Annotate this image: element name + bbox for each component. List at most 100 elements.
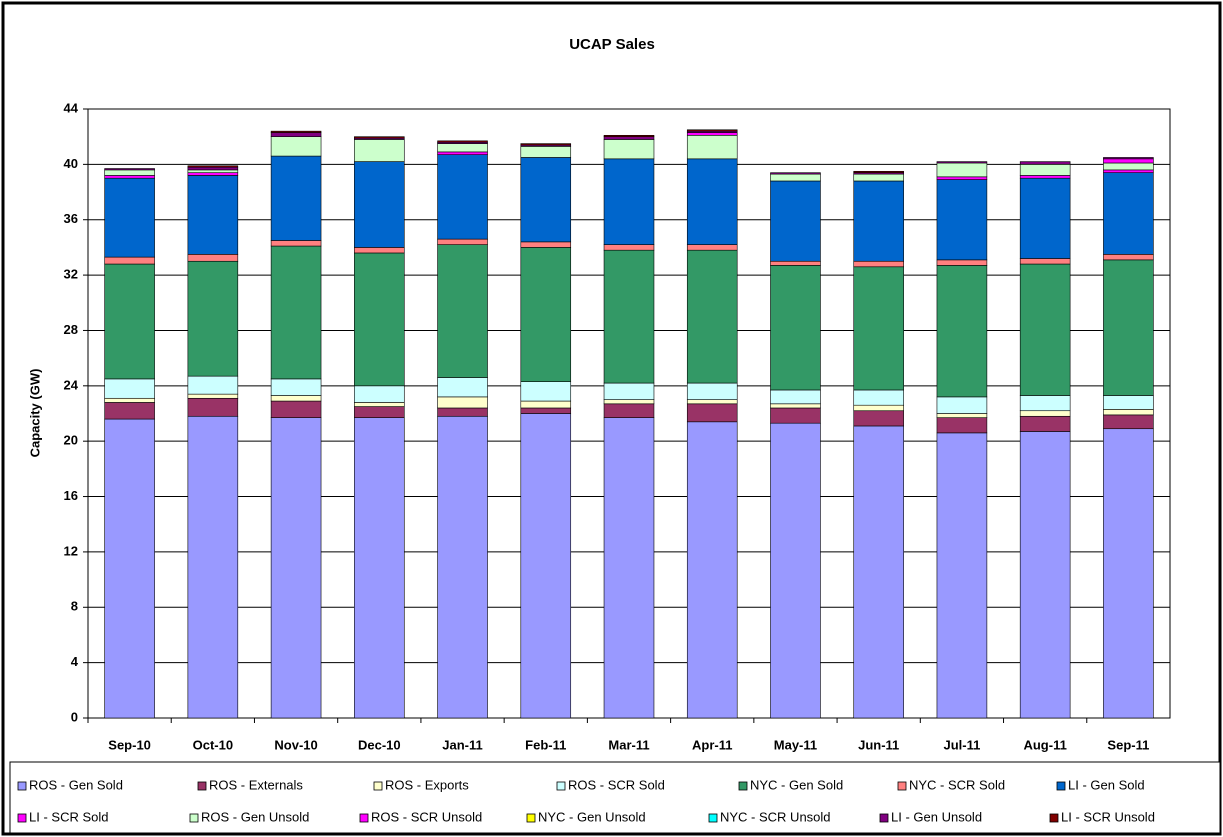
bar-segment <box>187 415 239 719</box>
bar-segment <box>1103 254 1154 261</box>
bar-segment <box>104 169 155 176</box>
bar-segment <box>603 139 655 160</box>
bar-segment <box>270 136 322 157</box>
y-tick-label: 44 <box>64 100 79 115</box>
bar-segment <box>936 396 988 414</box>
legend-label: LI - Gen Sold <box>1068 777 1145 792</box>
legend-swatch <box>879 813 889 823</box>
bar-segment <box>603 382 655 400</box>
y-tick-label: 40 <box>64 156 78 171</box>
bar-segment <box>1103 395 1154 410</box>
bar-segment <box>686 249 738 384</box>
bar-segment <box>437 140 488 143</box>
bar-segment <box>603 249 655 384</box>
bar-segment <box>270 132 322 137</box>
bar-segment <box>1103 162 1154 171</box>
legend-label: NYC - SCR Unsold <box>720 809 831 824</box>
y-tick-label: 28 <box>64 322 78 337</box>
bar-segment <box>270 395 322 402</box>
bar-segment <box>1103 157 1154 160</box>
bar-segment <box>936 162 988 178</box>
bar-segment <box>853 260 904 268</box>
legend-label: NYC - Gen Unsold <box>538 809 646 824</box>
bar-segment <box>520 247 572 382</box>
legend-swatch <box>1056 781 1066 791</box>
legend-label: ROS - SCR Unsold <box>371 809 482 824</box>
bar-segment <box>354 136 405 139</box>
bar-segment <box>686 421 738 719</box>
y-tick-label: 8 <box>71 599 78 614</box>
bar-segment <box>354 402 405 407</box>
legend-swatch <box>738 781 748 791</box>
bar-segment <box>520 241 572 248</box>
bar-segment <box>770 260 821 266</box>
bar-segment <box>270 245 322 380</box>
bar-segment <box>1019 161 1071 165</box>
bar-segment <box>853 266 904 391</box>
legend-swatch <box>189 813 199 823</box>
bar-segment <box>437 154 488 240</box>
bar-segment <box>603 158 655 245</box>
legend-label: NYC - Gen Sold <box>750 777 843 792</box>
bar-segment <box>520 413 572 719</box>
bar-segment <box>1019 395 1071 412</box>
x-tick-label: Sep-10 <box>108 737 151 752</box>
bar-segment <box>270 130 322 133</box>
bar-segment <box>1019 415 1071 432</box>
bar-segment <box>1019 410 1071 417</box>
bar-segment <box>603 244 655 251</box>
bar-segment <box>1103 158 1154 164</box>
chart-title: UCAP Sales <box>569 36 655 53</box>
bar-segment <box>686 403 738 423</box>
legend-label: LI - SCR Sold <box>29 809 108 824</box>
legend-label: ROS - Gen Unsold <box>201 809 309 824</box>
legend-swatch <box>17 813 27 823</box>
bar-segment <box>187 172 239 176</box>
x-tick-label: Feb-11 <box>525 737 566 752</box>
legend-label: ROS - SCR Sold <box>568 777 665 792</box>
legend-box <box>9 761 1221 834</box>
x-tick-label: Oct-10 <box>193 737 233 752</box>
x-tick-label: Mar-11 <box>608 737 649 752</box>
legend-swatch <box>708 813 718 823</box>
bar-segment <box>1019 177 1071 259</box>
bar-segment <box>187 254 239 262</box>
bar-segment <box>520 400 572 409</box>
bar-segment <box>686 132 738 136</box>
legend-swatch <box>373 781 383 791</box>
bar-segment <box>520 157 572 243</box>
legend-swatch <box>526 813 536 823</box>
bar-segment <box>936 179 988 261</box>
x-tick-label: Dec-10 <box>358 737 401 752</box>
bar-segment <box>520 381 572 402</box>
legend-label: ROS - Exports <box>385 777 469 792</box>
bar-segment <box>187 169 239 173</box>
bar-segment <box>1019 175 1071 179</box>
bar-segment <box>1103 259 1154 396</box>
bar-segment <box>437 143 488 153</box>
y-axis-label: Capacity (GW) <box>27 369 42 458</box>
bar-segment <box>770 422 821 719</box>
bar-segment <box>104 418 155 719</box>
bar-segment <box>354 406 405 418</box>
bar-segment <box>936 259 988 266</box>
bar-segment <box>603 134 655 137</box>
bar-segment <box>853 173 904 182</box>
legend-swatch <box>359 813 369 823</box>
legend-swatch <box>556 781 566 791</box>
bar-segment <box>770 265 821 391</box>
bar-segment <box>770 403 821 409</box>
x-tick-label: Sep-11 <box>1107 737 1149 752</box>
bar-segment <box>354 385 405 403</box>
bar-segment <box>770 180 821 262</box>
bar-segment <box>1019 258 1071 265</box>
x-tick-label: Apr-11 <box>692 737 732 752</box>
bar-segment <box>437 377 488 398</box>
x-tick-label: Jul-11 <box>943 737 980 752</box>
bar-segment <box>936 432 988 719</box>
legend-label: LI - SCR Unsold <box>1061 809 1155 824</box>
bar-segment <box>187 375 239 395</box>
bar-segment <box>437 407 488 417</box>
legend-label: NYC - SCR Sold <box>909 777 1005 792</box>
